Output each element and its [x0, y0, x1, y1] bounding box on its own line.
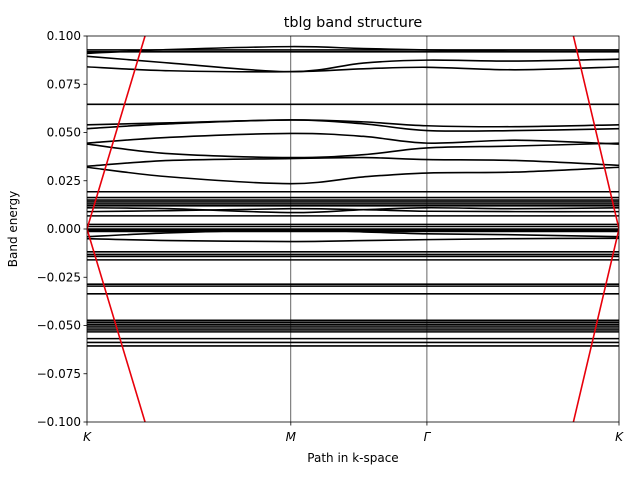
dispersive-band-line	[87, 66, 619, 73]
y-tick-label: −0.100	[37, 415, 81, 429]
dispersive-band-line	[87, 55, 619, 73]
dispersive-band-line	[87, 142, 619, 159]
dispersive-band-line	[87, 119, 619, 132]
dirac-cone-line	[572, 228, 619, 422]
y-axis-label: Band energy	[6, 191, 20, 267]
dispersive-band-line	[87, 132, 619, 145]
y-tick-label: 0.100	[47, 29, 81, 43]
dispersive-band-line	[87, 237, 619, 243]
dirac-cone-line	[87, 228, 146, 422]
dirac-cone-line	[572, 36, 619, 230]
y-tick-label: 0.025	[47, 174, 81, 188]
y-tick-label: −0.025	[37, 270, 81, 284]
x-tick-label: M	[286, 430, 297, 444]
x-tick-label: K	[615, 430, 624, 444]
x-tick-label: Γ	[424, 430, 432, 444]
plot-area	[86, 35, 620, 423]
dirac-cone-line	[87, 36, 146, 230]
dispersive-band-line	[87, 166, 619, 185]
dispersive-band-line	[87, 156, 619, 168]
x-tick-label: K	[83, 430, 92, 444]
band-lines	[87, 45, 619, 347]
dispersive-band-line	[87, 119, 619, 128]
x-axis-label: Path in k-space	[307, 451, 398, 465]
y-tick-label: −0.050	[37, 319, 81, 333]
dispersive-band-line	[87, 207, 619, 213]
dispersive-band-line	[87, 45, 619, 55]
dirac-lines	[87, 36, 619, 422]
y-tick-label: −0.075	[37, 367, 81, 381]
y-tick-label: 0.000	[47, 222, 81, 236]
y-axis-ticks: −0.100 −0.075 −0.050 −0.025 0.000 0.025 0.050 0…	[37, 29, 87, 429]
y-tick-label: 0.075	[47, 77, 81, 91]
dispersive-band-line	[87, 229, 619, 238]
chart-title: tblg band structure	[284, 15, 423, 31]
y-tick-label: 0.050	[47, 126, 81, 140]
